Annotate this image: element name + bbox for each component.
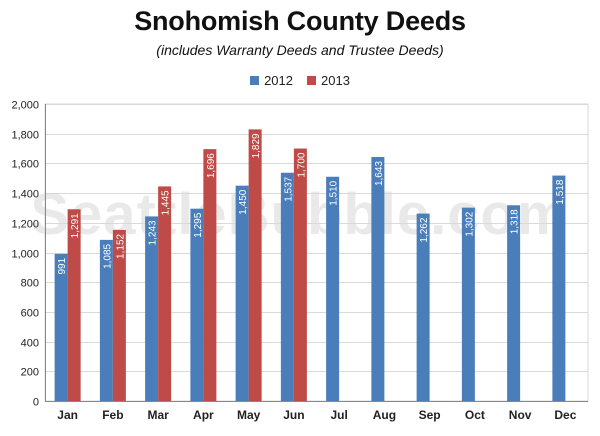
bar-2012-nov	[507, 205, 521, 401]
y-tick-label: 1,000	[11, 249, 39, 261]
x-tick-label: Nov	[509, 408, 532, 422]
y-tick-label: 600	[21, 308, 39, 320]
x-tick-label: Aug	[373, 408, 396, 422]
x-tick-label: Feb	[102, 408, 123, 422]
data-label-2012-mar: 1,243	[148, 220, 159, 245]
data-label-2012-aug: 1,643	[374, 161, 385, 186]
bar-2013-jan	[67, 209, 81, 401]
x-tick-label: Mar	[147, 408, 169, 422]
data-label-2013-feb: 1,152	[115, 233, 126, 258]
data-label-2012-apr: 1,295	[193, 212, 204, 237]
bar-2012-jan	[54, 253, 68, 401]
data-label-2013-may: 1,829	[251, 133, 262, 158]
bar-2012-apr	[190, 208, 204, 401]
bar-2012-feb	[99, 239, 113, 401]
data-label-2012-jun: 1,537	[283, 176, 294, 201]
legend-swatch-2013	[307, 76, 316, 85]
bar-2012-sep	[416, 213, 430, 401]
data-label-2013-jun: 1,700	[296, 152, 307, 177]
y-tick-label: 1,400	[11, 189, 39, 201]
x-tick-label: Jun	[283, 408, 304, 422]
bar-2012-oct	[461, 207, 475, 401]
data-label-2013-mar: 1,445	[161, 190, 172, 215]
x-tick-label: Jan	[57, 408, 78, 422]
y-tick-label: 200	[21, 367, 39, 379]
data-label-2012-nov: 1,318	[510, 209, 521, 234]
data-label-2013-jan: 1,291	[70, 213, 81, 238]
x-tick-label: Dec	[554, 408, 576, 422]
plot-area	[44, 103, 589, 402]
y-tick-label: 0	[33, 397, 39, 409]
bar-2012-jul	[326, 176, 340, 401]
legend-label-2013: 2013	[321, 73, 350, 88]
y-tick-label: 1,200	[11, 219, 39, 231]
data-label-2012-dec: 1,518	[555, 179, 566, 204]
data-label-2012-oct: 1,302	[464, 211, 475, 236]
chart-legend: 2012 2013	[0, 73, 600, 88]
bar-2012-may	[235, 185, 249, 401]
data-label-2012-jan: 991	[57, 257, 68, 274]
bar-2013-jun	[293, 148, 307, 401]
bar-2012-jun	[280, 172, 294, 401]
legend-item-2012: 2012	[250, 73, 293, 88]
data-label-2012-may: 1,450	[238, 189, 249, 214]
chart-subtitle: (includes Warranty Deeds and Trustee Dee…	[156, 42, 444, 58]
y-tick-label: 1,600	[11, 159, 39, 171]
bar-2013-feb	[112, 229, 126, 401]
x-tick-label: Jul	[330, 408, 347, 422]
bar-2013-apr	[203, 149, 217, 401]
bar-2012-dec	[552, 175, 566, 401]
x-tick-label: Sep	[419, 408, 441, 422]
bar-2013-mar	[158, 186, 172, 401]
y-tick-label: 2,000	[11, 100, 39, 112]
bar-2013-may	[248, 129, 262, 401]
chart-title: Snohomish County Deeds	[134, 6, 466, 36]
x-tick-label: May	[237, 408, 261, 422]
y-tick-label: 800	[21, 278, 39, 290]
data-label-2012-sep: 1,262	[419, 217, 430, 242]
bar-2012-mar	[145, 216, 159, 401]
legend-item-2013: 2013	[307, 73, 350, 88]
data-label-2013-apr: 1,696	[206, 153, 217, 178]
x-tick-label: Apr	[193, 408, 214, 422]
data-label-2012-jul: 1,510	[329, 180, 340, 205]
bar-2012-aug	[371, 157, 385, 401]
legend-label-2012: 2012	[264, 73, 293, 88]
x-tick-label: Oct	[465, 408, 485, 422]
y-tick-label: 1,800	[11, 130, 39, 142]
data-label-2012-feb: 1,085	[102, 243, 113, 268]
legend-swatch-2012	[250, 76, 260, 85]
y-tick-label: 400	[21, 338, 39, 350]
